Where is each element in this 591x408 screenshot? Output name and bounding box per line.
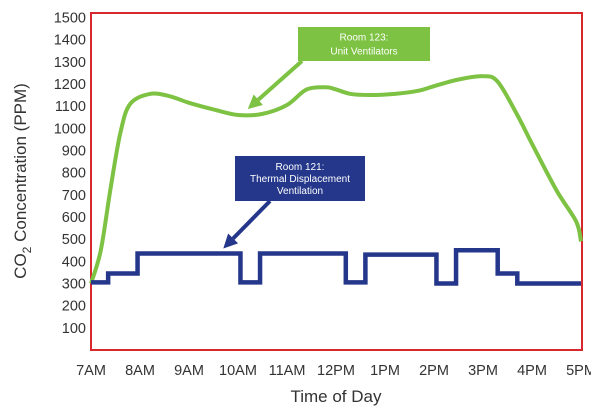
room-123-callout-arrow-shaft — [256, 59, 304, 102]
y-tick-label: 600 — [62, 210, 86, 226]
room-123-series-line — [89, 74, 583, 285]
y-tick-label: 1500 — [54, 10, 86, 26]
x-tick-label: 7AM — [76, 363, 106, 379]
x-tick-label: 9AM — [174, 363, 204, 379]
room-123-callout-text: Room 123: — [340, 33, 389, 44]
x-tick-label: 1PM — [370, 363, 400, 379]
x-tick-label: 5PM — [566, 363, 591, 379]
y-tick-label: 800 — [62, 166, 86, 182]
callouts: Room 123: Unit Ventilators Room 121:Therma… — [223, 27, 430, 249]
x-tick-label: 10AM — [219, 363, 257, 379]
x-axis-title: Time of Day — [290, 387, 382, 406]
y-tick-label: 500 — [62, 232, 86, 248]
room-121-series-line — [91, 247, 581, 286]
y-axis-title-rest: Concentration (PPM) — [11, 83, 30, 246]
room-123-callout: Room 123: Unit Ventilators — [247, 27, 430, 109]
x-tick-label: 11AM — [269, 363, 306, 379]
room-121-callout-text: Thermal Displacement — [250, 174, 350, 185]
room-121-callout-text: Room 121: — [276, 162, 325, 173]
y-tick-label: 1300 — [54, 55, 86, 71]
y-tick-label: 200 — [62, 299, 86, 315]
room-121-callout-arrow-head — [223, 233, 239, 249]
x-tick-label: 4PM — [517, 363, 547, 379]
y-tick-label: 700 — [62, 188, 86, 204]
room-121-callout-text: Ventilation — [277, 186, 323, 197]
x-tick-label: 3PM — [468, 363, 498, 379]
room-123-callout-arrow-head — [247, 94, 263, 109]
y-tick-label: 1400 — [54, 33, 86, 49]
room-123-callout-box — [298, 27, 430, 61]
x-tick-label: 12PM — [317, 363, 355, 379]
y-tick-label: 100 — [62, 321, 86, 337]
plot-frame — [90, 12, 583, 351]
x-tick-labels: 7AM 8AM 9AM 10AM 11AM 12PM 1PM 2PM 3PM 4PM 5PM — [76, 363, 591, 379]
y-tick-label: 400 — [62, 254, 86, 270]
room-123-callout-text: Unit Ventilators — [330, 47, 397, 58]
y-tick-label: 1200 — [54, 77, 86, 93]
y-axis-title-subscript: 2 — [20, 246, 34, 253]
room-121-callout-box — [235, 156, 365, 201]
y-tick-labels: 100 200 300 400 500 600 700 800 900 1000 1100 1200 1… — [54, 10, 86, 336]
x-tick-label: 2PM — [419, 363, 449, 379]
x-tick-label: 8AM — [125, 363, 155, 379]
series-lines — [89, 74, 583, 286]
y-axis-title-co: CO — [11, 253, 30, 279]
y-tick-label: 1000 — [54, 121, 86, 137]
y-tick-label: 900 — [62, 143, 86, 159]
y-axis-title: CO2 Concentration (PPM) — [11, 83, 34, 279]
room-121-callout-arrow-shaft — [231, 199, 272, 240]
y-tick-label: 1100 — [55, 99, 86, 115]
y-tick-label: 300 — [62, 276, 86, 292]
